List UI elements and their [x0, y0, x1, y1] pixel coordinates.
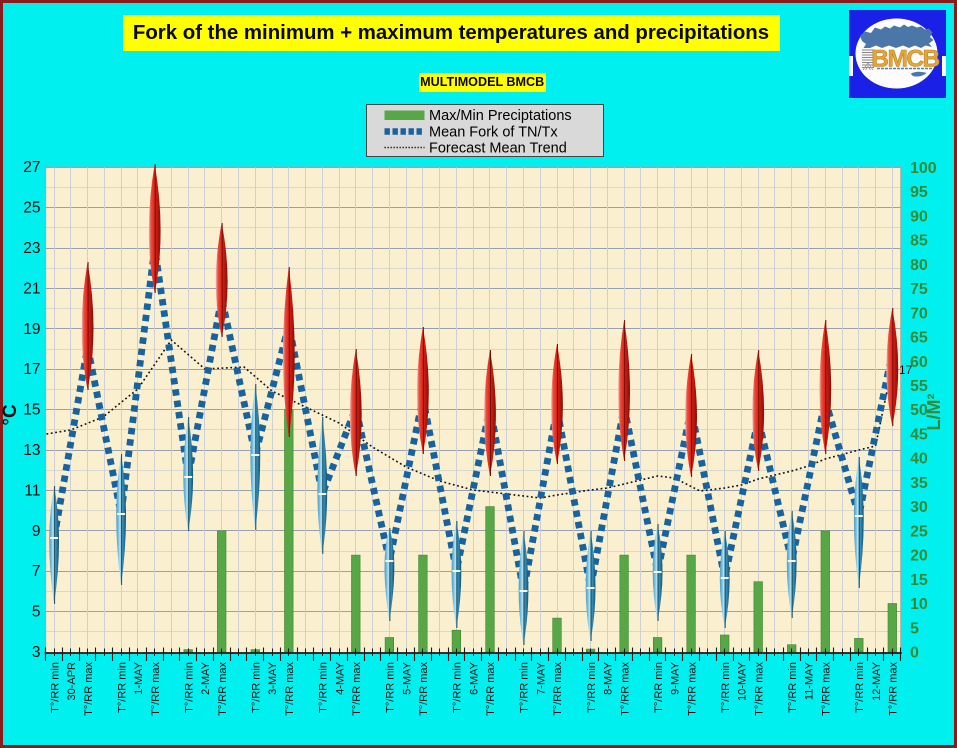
svg-text:50: 50 [910, 402, 928, 419]
svg-text:T°/RR min: T°/RR min [385, 662, 397, 713]
svg-text:12-MAY: 12-MAY [871, 661, 883, 701]
svg-text:T°/RR max: T°/RR max [83, 662, 95, 716]
svg-text:25: 25 [23, 200, 40, 217]
svg-text:°C: °C [0, 404, 21, 426]
svg-text:T°/RR max: T°/RR max [821, 662, 833, 716]
svg-text:T°/RR min: T°/RR min [854, 662, 866, 713]
svg-text:10: 10 [910, 596, 928, 613]
svg-text:T°/RR max: T°/RR max [753, 662, 765, 716]
svg-text:90: 90 [910, 209, 928, 226]
svg-text:T°/RR max: T°/RR max [888, 662, 900, 716]
svg-text:T°/RR max: T°/RR max [686, 662, 698, 716]
svg-text:T°/RR min: T°/RR min [519, 662, 531, 713]
svg-text:T°/RR max: T°/RR max [619, 662, 631, 716]
svg-text:1-MAY: 1-MAY [133, 661, 145, 694]
svg-text:17: 17 [23, 361, 40, 378]
svg-text:30: 30 [910, 499, 928, 516]
svg-text:11: 11 [24, 482, 40, 499]
svg-text:80: 80 [910, 257, 928, 274]
svg-text:Forecast Mean Trend: Forecast Mean Trend [429, 141, 567, 157]
svg-text:T°/RR min: T°/RR min [318, 662, 330, 713]
svg-text:6-MAY: 6-MAY [468, 661, 480, 694]
svg-text:2-MAY: 2-MAY [200, 661, 212, 694]
svg-text:95: 95 [910, 184, 928, 201]
svg-text:35: 35 [910, 475, 928, 492]
svg-text:T°/RR min: T°/RR min [586, 662, 598, 713]
svg-text:17: 17 [899, 363, 913, 377]
svg-text:Max/Min Preciptations: Max/Min Preciptations [429, 108, 572, 124]
svg-text:15: 15 [910, 572, 928, 589]
svg-text:45: 45 [910, 427, 928, 444]
svg-text:8-MAY: 8-MAY [603, 661, 615, 694]
svg-text:13: 13 [23, 442, 40, 459]
svg-text:T°/RR min: T°/RR min [787, 662, 799, 713]
svg-text:23: 23 [23, 240, 40, 257]
svg-text:10-MAY: 10-MAY [737, 661, 749, 701]
svg-text:Mean Fork of TN/Tx: Mean Fork of TN/Tx [429, 125, 558, 141]
svg-text:T°/RR min: T°/RR min [251, 662, 263, 713]
svg-text:L/M²: L/M² [924, 394, 944, 431]
svg-text:T°/RR max: T°/RR max [418, 662, 430, 716]
svg-text:7: 7 [32, 563, 41, 580]
svg-text:15: 15 [23, 402, 40, 419]
svg-text:T°/RR max: T°/RR max [485, 662, 497, 716]
svg-text:T°/RR min: T°/RR min [116, 662, 128, 713]
svg-text:40: 40 [910, 451, 928, 468]
svg-text:5-MAY: 5-MAY [401, 661, 413, 694]
svg-text:T°/RR min: T°/RR min [653, 662, 665, 713]
svg-text:75: 75 [910, 281, 928, 298]
svg-text:9-MAY: 9-MAY [670, 661, 682, 694]
svg-text:25: 25 [910, 523, 928, 540]
svg-text:5: 5 [32, 604, 41, 621]
svg-text:T°/RR max: T°/RR max [351, 662, 363, 716]
svg-text:85: 85 [910, 233, 928, 250]
svg-text:7-MAY: 7-MAY [536, 661, 548, 694]
svg-text:T°/RR max: T°/RR max [150, 662, 162, 716]
svg-text:11-MAY: 11-MAY [804, 661, 816, 700]
svg-text:3-MAY: 3-MAY [267, 661, 279, 694]
svg-text:100: 100 [910, 160, 937, 177]
svg-text:20: 20 [910, 548, 928, 565]
svg-text:55: 55 [910, 378, 928, 395]
svg-text:30-APR: 30-APR [66, 662, 78, 701]
svg-text:4-MAY: 4-MAY [334, 661, 346, 694]
svg-text:T°/RR max: T°/RR max [552, 662, 564, 716]
svg-text:T°/RR min: T°/RR min [720, 662, 732, 713]
svg-text:3: 3 [32, 644, 41, 661]
svg-text:9: 9 [32, 523, 41, 540]
svg-text:T°/RR max: T°/RR max [217, 662, 229, 716]
svg-text:19: 19 [23, 321, 40, 338]
svg-text:0: 0 [910, 645, 919, 662]
svg-text:T°/RR min: T°/RR min [49, 662, 61, 713]
svg-text:70: 70 [910, 305, 928, 322]
svg-text:27: 27 [23, 159, 40, 176]
svg-text:T°/RR min: T°/RR min [183, 662, 195, 713]
svg-text:60: 60 [910, 354, 928, 371]
svg-text:5: 5 [910, 620, 919, 637]
svg-text:T°/RR max: T°/RR max [284, 662, 296, 716]
svg-text:21: 21 [23, 280, 40, 297]
svg-text:T°/RR min: T°/RR min [452, 662, 464, 713]
svg-text:65: 65 [910, 330, 928, 347]
